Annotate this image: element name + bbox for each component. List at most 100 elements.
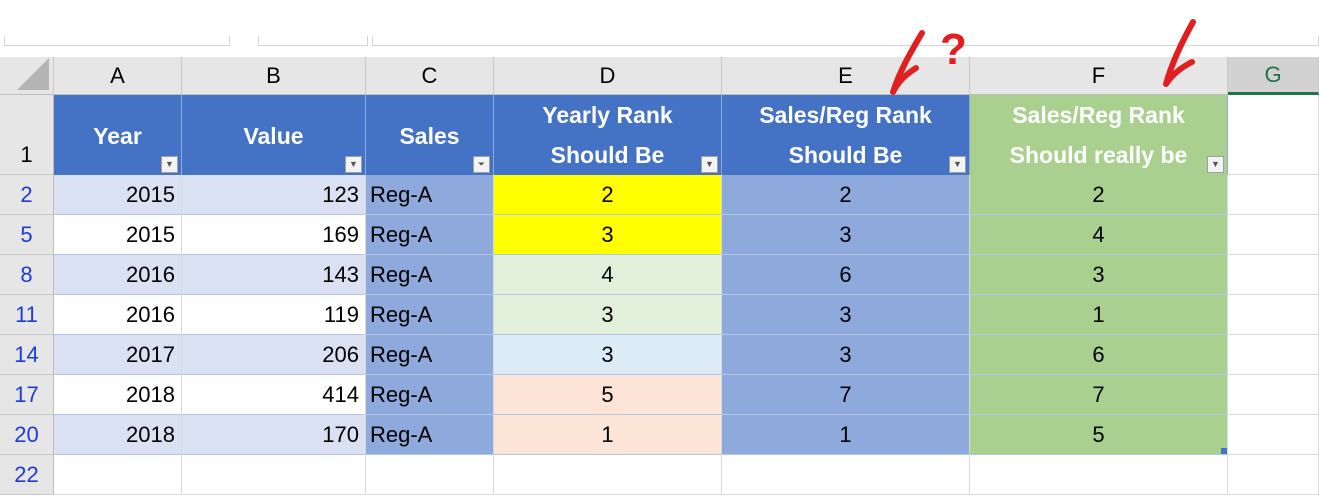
column-header-c[interactable]: C [366,57,494,95]
empty-cell[interactable] [182,455,366,495]
header-label: Yearly Rank [542,102,673,128]
cell-really[interactable]: 4 [970,215,1228,255]
cell-salesreg[interactable]: 3 [722,215,970,255]
cell-really[interactable]: 6 [970,335,1228,375]
cell-value[interactable]: 170 [182,415,366,455]
cell-value[interactable]: 143 [182,255,366,295]
cell-yearly[interactable]: 3 [494,215,722,255]
column-header-e[interactable]: E [722,57,970,95]
filter-applied-icon[interactable]: ⏷ [473,156,490,173]
header-label-line2: Should Be [788,142,903,168]
formula-bar[interactable] [372,36,1319,46]
column-header-f[interactable]: F [970,57,1228,95]
cell-sales[interactable]: Reg-A [366,375,494,415]
cell-salesreg[interactable]: 3 [722,295,970,335]
cell-sales[interactable]: Reg-A [366,175,494,215]
empty-cell[interactable] [1228,95,1319,175]
cell-yearly[interactable]: 3 [494,335,722,375]
column-header-a[interactable]: A [54,57,182,95]
cell-yearly[interactable]: 2 [494,175,722,215]
table-header-2[interactable]: Sales ⏷ [366,95,494,175]
cell-year[interactable]: 2018 [54,415,182,455]
header-label: Year [93,123,142,149]
empty-cell[interactable] [1228,215,1319,255]
cell-really[interactable]: 1 [970,295,1228,335]
row-header-11[interactable]: 11 [0,295,54,335]
row-header-5[interactable]: 5 [0,215,54,255]
row-header-17[interactable]: 17 [0,375,54,415]
ribbon-area [0,0,1319,47]
cell-really[interactable]: 5 [970,415,1228,455]
header-label: Sales [399,123,460,149]
table-resize-handle[interactable] [1221,448,1227,454]
cell-salesreg[interactable]: 1 [722,415,970,455]
empty-cell[interactable] [494,455,722,495]
empty-cell[interactable] [1228,375,1319,415]
table-header-1[interactable]: Value ▼ [182,95,366,175]
row-header-22[interactable]: 22 [0,455,54,495]
cell-value[interactable]: 169 [182,215,366,255]
cell-salesreg[interactable]: 2 [722,175,970,215]
cell-really[interactable]: 2 [970,175,1228,215]
header-label-line2: Should really be [1009,142,1188,168]
cell-yearly[interactable]: 1 [494,415,722,455]
cell-salesreg[interactable]: 6 [722,255,970,295]
table-header-3[interactable]: Yearly Rank Should Be ▼ [494,95,722,175]
empty-cell[interactable] [1228,335,1319,375]
table-header-5[interactable]: Sales/Reg Rank Should really be ▼ [970,95,1228,175]
dropdown-arrow-icon[interactable]: ▼ [949,156,966,173]
cell-year[interactable]: 2017 [54,335,182,375]
cell-sales[interactable]: Reg-A [366,255,494,295]
column-header-d[interactable]: D [494,57,722,95]
cell-sales[interactable]: Reg-A [366,215,494,255]
select-all-button[interactable] [0,57,54,95]
cell-yearly[interactable]: 4 [494,255,722,295]
cell-year[interactable]: 2015 [54,215,182,255]
dropdown-arrow-icon[interactable]: ▼ [345,156,362,173]
column-header-b[interactable]: B [182,57,366,95]
cell-really[interactable]: 7 [970,375,1228,415]
dropdown-arrow-icon[interactable]: ▼ [161,156,178,173]
column-header-g[interactable]: G [1228,57,1319,95]
header-label-line2: Should Be [550,142,665,168]
row-header-1[interactable]: 1 [0,95,54,175]
empty-cell[interactable] [722,455,970,495]
empty-cell[interactable] [1228,415,1319,455]
row-header-8[interactable]: 8 [0,255,54,295]
cell-yearly[interactable]: 5 [494,375,722,415]
cell-salesreg[interactable]: 7 [722,375,970,415]
empty-cell[interactable] [366,455,494,495]
empty-cell[interactable] [1228,175,1319,215]
cell-value[interactable]: 206 [182,335,366,375]
row-header-2[interactable]: 2 [0,175,54,215]
table-header-0[interactable]: Year ▼ [54,95,182,175]
empty-cell[interactable] [54,455,182,495]
cell-sales[interactable]: Reg-A [366,295,494,335]
empty-cell[interactable] [970,455,1228,495]
empty-cell[interactable] [1228,455,1319,495]
row-header-14[interactable]: 14 [0,335,54,375]
cell-sales[interactable]: Reg-A [366,335,494,375]
dropdown-arrow-icon[interactable]: ▼ [1207,156,1224,173]
table-header-4[interactable]: Sales/Reg Rank Should Be ▼ [722,95,970,175]
cell-year[interactable]: 2018 [54,375,182,415]
cell-yearly[interactable]: 3 [494,295,722,335]
cell-sales[interactable]: Reg-A [366,415,494,455]
cell-value[interactable]: 414 [182,375,366,415]
row-header-20[interactable]: 20 [0,415,54,455]
header-label: Value [243,123,304,149]
header-label: Sales/Reg Rank [1012,102,1185,128]
empty-cell[interactable] [1228,255,1319,295]
cell-year[interactable]: 2016 [54,255,182,295]
dropdown-arrow-icon[interactable]: ▼ [701,156,718,173]
cell-value[interactable]: 119 [182,295,366,335]
cell-salesreg[interactable]: 3 [722,335,970,375]
formula-controls[interactable] [258,36,368,46]
header-label: Sales/Reg Rank [759,102,932,128]
empty-cell[interactable] [1228,295,1319,335]
cell-value[interactable]: 123 [182,175,366,215]
cell-year[interactable]: 2015 [54,175,182,215]
name-box[interactable] [4,36,230,46]
cell-year[interactable]: 2016 [54,295,182,335]
cell-really[interactable]: 3 [970,255,1228,295]
